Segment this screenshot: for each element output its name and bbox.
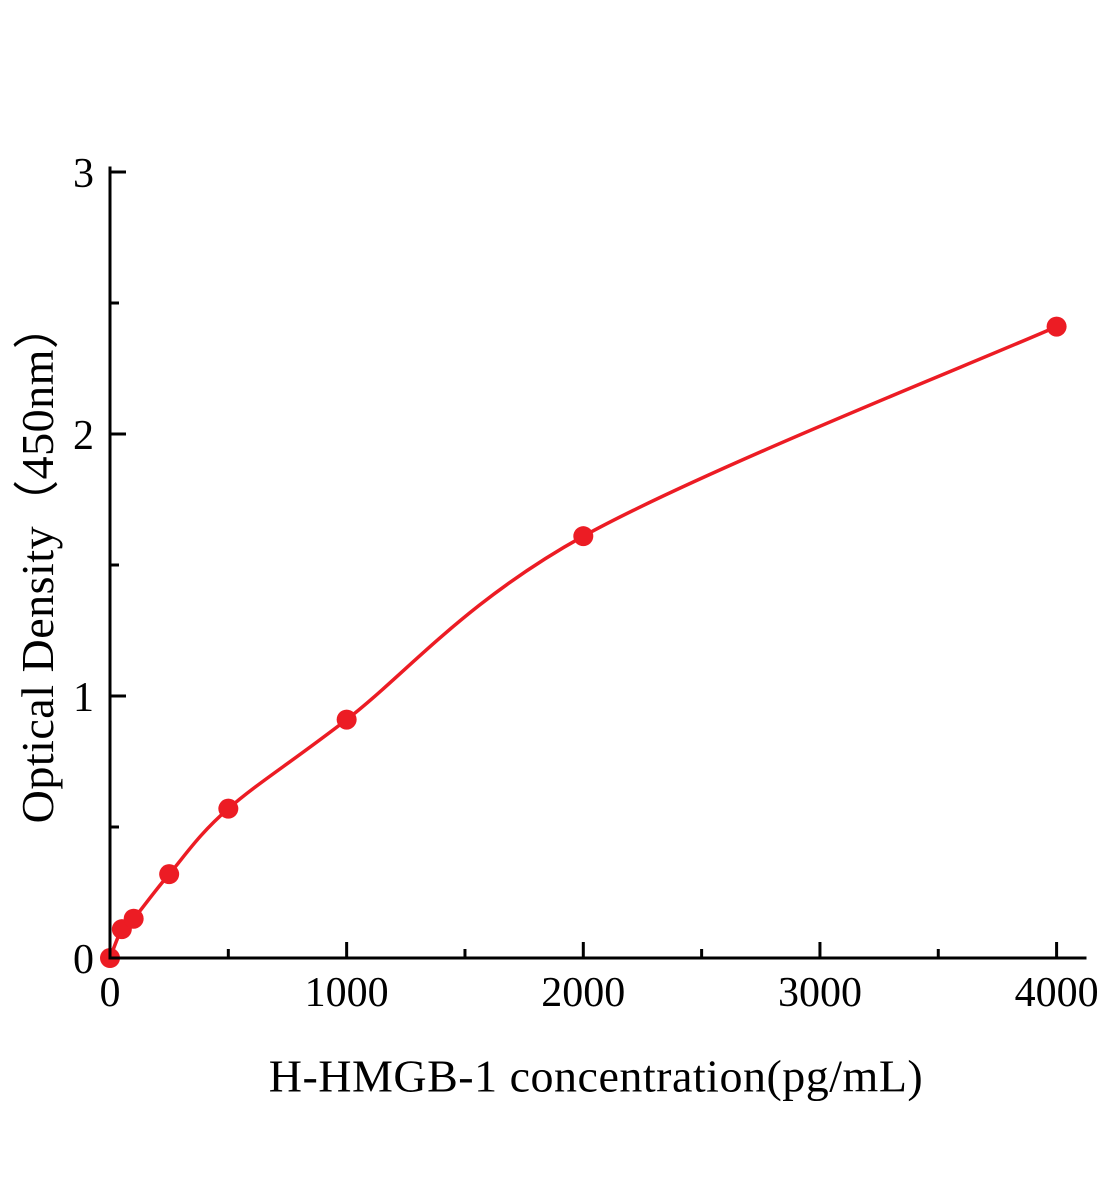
x-tick-label: 4000 (1015, 970, 1099, 1016)
data-point (159, 864, 180, 885)
axes (108, 166, 1087, 960)
data-point (573, 526, 594, 547)
y-tick-label: 0 (73, 937, 94, 983)
y-tick-label: 1 (73, 675, 94, 721)
fit-curve (108, 324, 1059, 960)
y-axis-label: Optical Density（450nm） (12, 302, 63, 824)
x-tick-label: 1000 (305, 970, 389, 1016)
data-point (218, 798, 239, 819)
data-point (123, 908, 144, 929)
x-tick-label: 3000 (778, 970, 862, 1016)
y-tick-label: 2 (73, 413, 94, 459)
x-tick-label: 0 (100, 970, 121, 1016)
data-point (336, 709, 357, 730)
x-tick-label: 2000 (541, 970, 625, 1016)
y-tick-label: 3 (73, 151, 94, 197)
x-axis-label: H-HMGB-1 concentration(pg/mL) (268, 1050, 924, 1102)
data-point (1046, 316, 1067, 337)
